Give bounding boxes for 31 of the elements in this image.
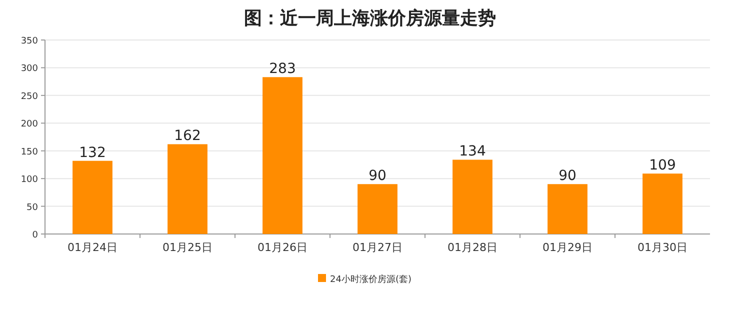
bar (642, 174, 682, 234)
y-tick-label: 200 (20, 120, 38, 130)
bar (262, 77, 302, 234)
chart-title: 图：近一周上海涨价房源量走势 (244, 8, 496, 29)
data-label: 162 (174, 128, 201, 144)
bar (72, 160, 112, 234)
data-label: 132 (79, 144, 106, 161)
x-tick-label: 01月25日 (162, 241, 212, 254)
x-tick-label: 01月26日 (258, 241, 308, 254)
x-tick-label: 01月29日 (542, 241, 592, 254)
x-tick-label: 01月24日 (68, 241, 118, 254)
y-tick-label: 150 (20, 147, 38, 158)
y-tick-label: 100 (20, 175, 38, 186)
x-tick-label: 01月30日 (638, 241, 688, 254)
bar (358, 184, 398, 234)
data-label: 109 (649, 158, 676, 174)
y-tick-label: 350 (20, 36, 38, 46)
y-tick-label: 250 (20, 92, 38, 102)
y-tick-label: 300 (20, 64, 38, 74)
data-label: 90 (368, 168, 386, 184)
bar (548, 184, 588, 234)
bar (168, 144, 208, 234)
data-label: 90 (558, 168, 576, 184)
data-label: 283 (269, 61, 296, 78)
legend-label: 24小时涨价房源(套) (330, 274, 412, 285)
y-tick-label: 0 (32, 230, 38, 240)
data-label: 134 (459, 144, 486, 160)
x-tick-label: 01月27日 (352, 241, 402, 254)
bar (452, 160, 492, 234)
y-tick-label: 50 (26, 202, 38, 213)
x-tick-label: 01月28日 (448, 241, 498, 254)
